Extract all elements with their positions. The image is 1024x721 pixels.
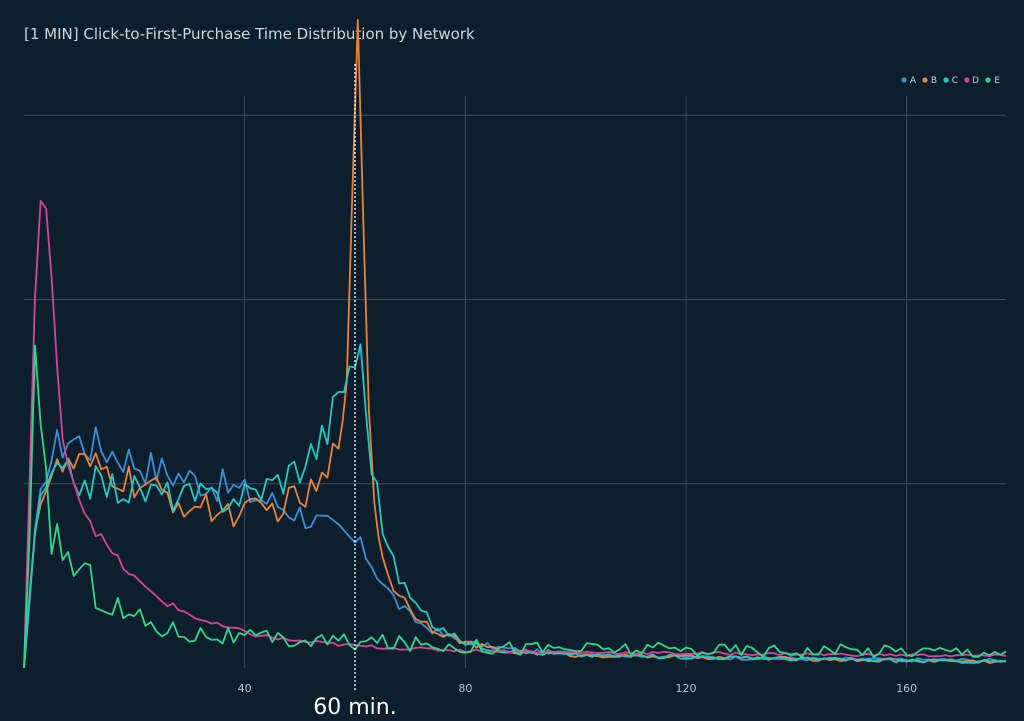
legend-marker bbox=[964, 77, 970, 83]
grid-layer: 40 80 120 160 bbox=[24, 96, 1006, 695]
legend-label: E bbox=[994, 76, 1000, 86]
legend-marker bbox=[985, 77, 991, 83]
series-line-d bbox=[23, 199, 1007, 669]
legend-item-e[interactable]: E bbox=[985, 76, 1000, 86]
x-tick-label: 40 bbox=[238, 682, 252, 695]
legend-label: A bbox=[910, 76, 917, 86]
annotation-layer: 60 min. bbox=[313, 64, 397, 720]
legend-item-c[interactable]: C bbox=[943, 76, 958, 86]
x-tick-label: 160 bbox=[896, 682, 917, 695]
series-line-a bbox=[23, 426, 1007, 669]
legend-marker bbox=[943, 77, 949, 83]
x-tick-label: 120 bbox=[676, 682, 697, 695]
series-line-b bbox=[23, 19, 1007, 669]
legend-item-b[interactable]: B bbox=[922, 76, 937, 86]
annotation-label: 60 min. bbox=[313, 695, 396, 720]
series-layer bbox=[23, 19, 1007, 669]
legend-label: B bbox=[931, 76, 937, 86]
x-tick-label: 80 bbox=[458, 682, 472, 695]
legend-marker bbox=[922, 77, 928, 83]
legend-item-d[interactable]: D bbox=[964, 76, 979, 86]
chart-title: [1 MIN] Click-to-First-Purchase Time Dis… bbox=[24, 25, 475, 43]
legend-item-a[interactable]: A bbox=[901, 76, 917, 86]
legend-label: D bbox=[972, 76, 979, 86]
legend-label: C bbox=[952, 76, 958, 86]
series-line-c bbox=[23, 343, 1007, 669]
series-line-e bbox=[23, 344, 1007, 669]
legend-marker bbox=[901, 77, 907, 83]
